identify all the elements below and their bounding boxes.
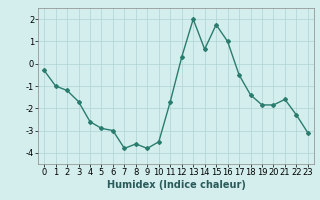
X-axis label: Humidex (Indice chaleur): Humidex (Indice chaleur) [107, 180, 245, 190]
